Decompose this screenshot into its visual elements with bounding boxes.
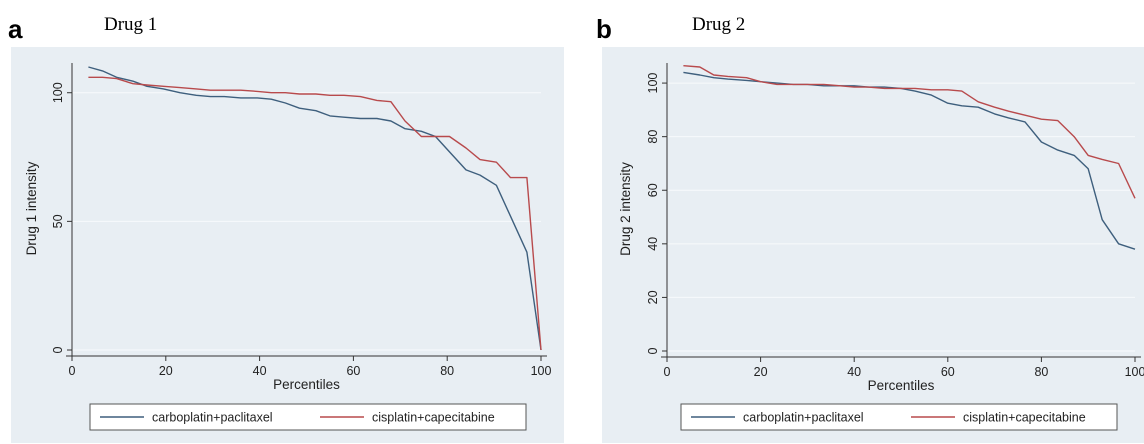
x-tick-label: 20	[159, 364, 173, 378]
y-tick-label: 60	[646, 183, 660, 197]
legend-label: cisplatin+capecitabine	[372, 411, 495, 425]
legend-label: carboplatin+paclitaxel	[152, 411, 273, 425]
chart-panel-a: a Drug 1 0 50 100 0 20 40 60 80 100 Percentiles Dr…	[8, 14, 564, 443]
x-tick-label: 20	[754, 365, 768, 379]
x-tick-label: 100	[531, 364, 552, 378]
chart-svg: 0 50 100 0 20 40 60 80 100 Percentiles Drug 1 inte…	[11, 47, 564, 443]
x-axis-title: Percentiles	[273, 377, 340, 392]
chart-background	[11, 47, 564, 443]
x-axis-title: Percentiles	[868, 378, 935, 393]
panel-letter: b	[596, 14, 612, 44]
series-line-2	[88, 76, 542, 351]
x-tick-label: 40	[847, 365, 861, 379]
panel-letter: a	[8, 14, 23, 44]
legend-label: cisplatin+capecitabine	[963, 411, 1086, 425]
y-tick-label: 20	[646, 290, 660, 304]
y-tick-label: 0	[51, 346, 65, 353]
x-tick-label: 80	[440, 364, 454, 378]
chart-title: Drug 1	[104, 14, 158, 35]
legend-label: carboplatin+paclitaxel	[743, 411, 864, 425]
x-tick-label: 100	[1125, 365, 1144, 379]
y-tick-label: 100	[646, 73, 660, 94]
series-line-1	[88, 66, 542, 351]
y-tick-label: 40	[646, 237, 660, 251]
chart-title: Drug 2	[692, 14, 746, 35]
y-axis-title: Drug 2 intensity	[618, 162, 633, 256]
series-line-2	[683, 65, 1136, 199]
x-tick-label: 0	[664, 365, 671, 379]
legend-box	[680, 403, 1118, 431]
legend-box	[89, 403, 527, 431]
y-tick-label: 80	[646, 130, 660, 144]
chart-svg: 0 20 40 60 80 100 0 20 40 60 80 100 Percentiles Drug …	[602, 47, 1144, 443]
chart-background	[602, 47, 1144, 443]
x-tick-label: 80	[1034, 365, 1048, 379]
x-tick-label: 0	[69, 364, 76, 378]
y-tick-label: 0	[646, 347, 660, 354]
x-tick-label: 60	[346, 364, 360, 378]
y-axis-title: Drug 1 intensity	[24, 161, 39, 255]
x-tick-label: 40	[253, 364, 267, 378]
chart-panel-b: b Drug 2 0 20 40 60 80 100 0 20 40 60 80 100 Percent…	[586, 0, 1144, 444]
x-tick-label: 60	[941, 365, 955, 379]
y-tick-label: 50	[51, 214, 65, 228]
y-tick-label: 100	[51, 82, 65, 103]
